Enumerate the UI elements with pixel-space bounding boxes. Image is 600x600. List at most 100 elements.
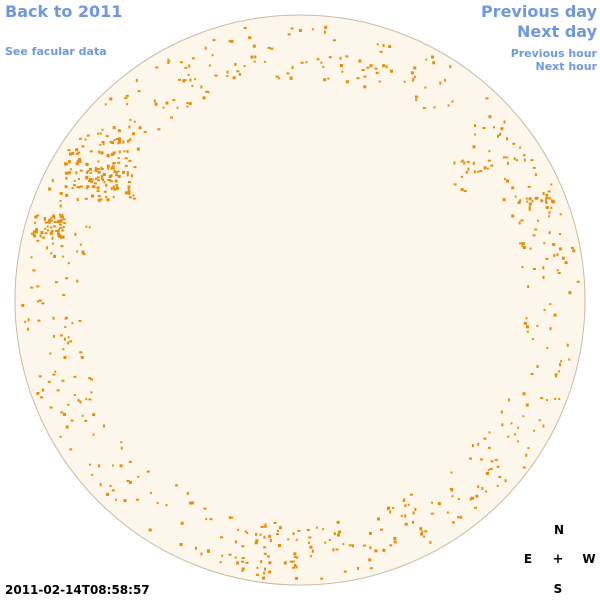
facular-spot (465, 170, 468, 174)
back-to-year-link[interactable]: Back to 2011 (5, 2, 123, 21)
facular-spot (33, 235, 37, 238)
facular-spot (277, 77, 280, 80)
facular-spot (30, 286, 34, 289)
facular-spot (126, 171, 129, 174)
facular-spot (564, 261, 568, 265)
facular-spot (127, 139, 129, 143)
facular-spot (553, 313, 557, 317)
next-day-link[interactable]: Next day (517, 22, 597, 41)
facular-spot (262, 576, 265, 580)
previous-day-link[interactable]: Previous day (480, 2, 597, 21)
facular-spot (155, 66, 159, 69)
previous-hour-link[interactable]: Previous hour (510, 47, 597, 60)
facular-spot (78, 319, 82, 322)
facular-spot (108, 175, 112, 178)
facular-spot (126, 480, 130, 482)
facular-spot (543, 242, 546, 245)
facular-spot (361, 69, 365, 71)
facular-spot (315, 526, 318, 529)
facular-spot (485, 97, 489, 100)
facular-spot (540, 199, 543, 203)
facular-spot (59, 215, 63, 218)
facular-spot (237, 528, 240, 531)
facular-spot (124, 164, 128, 167)
facular-spot (189, 78, 192, 82)
facular-spot (273, 522, 277, 524)
facular-spot (124, 191, 128, 195)
facular-spot (519, 242, 523, 245)
facular-spot (65, 176, 68, 180)
facular-spot (254, 541, 258, 545)
facular-spot (352, 544, 354, 548)
facular-spot (471, 444, 474, 448)
facular-spot (67, 149, 71, 152)
facular-spot (84, 419, 88, 422)
facular-spot (451, 100, 454, 103)
facular-spot (129, 138, 132, 142)
compass-south: S (553, 582, 563, 596)
facular-spot (60, 334, 63, 337)
facular-spot (506, 179, 509, 183)
facular-spot (125, 94, 129, 97)
facular-spot (333, 532, 336, 536)
facular-spot (410, 71, 414, 75)
facular-spot (34, 230, 38, 234)
facular-spot (528, 202, 532, 206)
facular-spot (80, 356, 84, 359)
facular-spot (269, 539, 272, 543)
facular-spot (148, 528, 152, 532)
facular-spot (133, 166, 137, 169)
facular-spot (41, 302, 45, 305)
facular-spot (345, 80, 349, 84)
facular-spot (113, 170, 116, 173)
facular-spot (98, 150, 101, 154)
facular-spot (292, 532, 295, 536)
facular-spot (433, 106, 436, 109)
facular-spot (558, 247, 562, 251)
facular-spot (324, 25, 328, 29)
facular-spot (558, 397, 561, 400)
facular-spot (71, 152, 74, 155)
facular-spot (143, 130, 147, 133)
facular-spot (99, 483, 102, 487)
compass-west: W (582, 552, 596, 566)
facular-spot (379, 50, 383, 53)
facular-spot (78, 178, 80, 180)
facular-spot (136, 498, 140, 501)
see-facular-data-link[interactable]: See facular data (5, 45, 107, 58)
facular-spot (340, 64, 343, 67)
facular-spot (76, 159, 80, 163)
facular-spot (543, 308, 546, 311)
facular-spot (57, 228, 60, 232)
facular-spot (533, 429, 536, 432)
next-hour-link[interactable]: Next hour (535, 60, 598, 73)
facular-spot (327, 77, 330, 80)
facular-spot (48, 187, 52, 191)
sun-disk-outline (14, 14, 586, 586)
facular-spot (522, 392, 526, 396)
facular-spot (52, 316, 55, 320)
facular-spot (101, 176, 104, 180)
facular-spot (111, 141, 114, 145)
facular-spot (165, 101, 169, 105)
facular-spot (376, 43, 379, 46)
facular-spot (277, 530, 279, 532)
facular-spot (511, 214, 515, 218)
facular-spot (517, 201, 521, 204)
facular-spot (494, 458, 498, 461)
facular-spot (50, 216, 53, 219)
facular-spot (126, 149, 129, 153)
facular-spot (64, 162, 67, 165)
compass-center: + (552, 552, 564, 567)
facular-spot (444, 78, 447, 82)
facular-spot (488, 115, 492, 119)
facular-spot (81, 250, 85, 254)
facular-spot (110, 152, 114, 156)
facular-spot (255, 532, 258, 536)
facular-spot (175, 484, 178, 487)
facular-spot (550, 183, 553, 186)
facular-spot (115, 171, 118, 174)
facular-spot (300, 61, 304, 64)
facular-spot (200, 85, 203, 89)
facular-spot (101, 128, 104, 131)
